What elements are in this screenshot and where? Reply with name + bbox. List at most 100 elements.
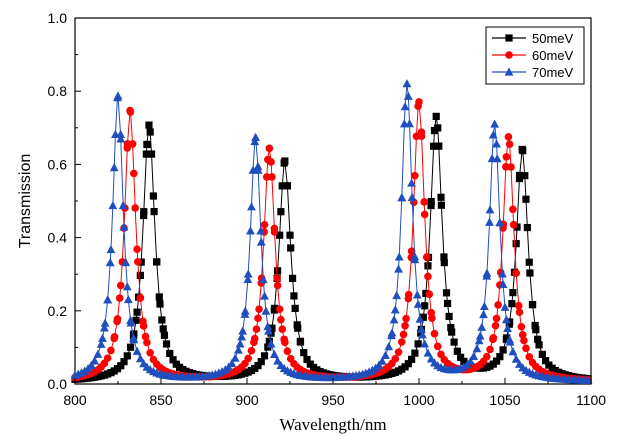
data-point bbox=[244, 354, 253, 363]
legend-item: 70meV bbox=[492, 65, 574, 80]
data-point bbox=[265, 144, 274, 153]
data-point bbox=[113, 315, 122, 323]
data-point bbox=[122, 282, 132, 291]
data-point bbox=[407, 192, 417, 201]
data-point bbox=[384, 342, 394, 351]
data-point bbox=[447, 323, 455, 332]
legend: 50meV 60meV 70meV bbox=[485, 26, 585, 85]
series-layer bbox=[70, 79, 593, 384]
data-point bbox=[520, 336, 528, 345]
data-point bbox=[286, 231, 294, 239]
data-point bbox=[303, 355, 311, 364]
y-axis-label: Transmission bbox=[17, 154, 34, 249]
data-point bbox=[247, 346, 256, 355]
data-point bbox=[145, 121, 153, 129]
data-point bbox=[502, 153, 511, 161]
data-point bbox=[290, 292, 298, 300]
data-point bbox=[421, 302, 429, 310]
data-point bbox=[130, 330, 138, 338]
data-point bbox=[136, 294, 145, 302]
data-point bbox=[509, 205, 517, 214]
data-point bbox=[514, 301, 523, 310]
series-70meV bbox=[70, 79, 593, 384]
data-point bbox=[159, 325, 167, 333]
x-tick-label: 800 bbox=[63, 392, 87, 408]
data-point bbox=[519, 147, 527, 155]
data-point bbox=[160, 331, 169, 339]
data-point bbox=[503, 323, 512, 332]
data-point bbox=[128, 140, 137, 148]
data-point bbox=[488, 130, 498, 139]
data-point bbox=[243, 274, 253, 284]
data-point bbox=[103, 295, 113, 304]
data-point bbox=[260, 352, 269, 360]
data-point bbox=[499, 346, 507, 354]
data-point bbox=[390, 305, 400, 314]
data-point bbox=[251, 132, 260, 141]
data-point bbox=[538, 350, 546, 358]
data-point bbox=[491, 321, 500, 330]
data-point bbox=[434, 124, 442, 132]
data-point bbox=[389, 315, 399, 324]
data-point bbox=[283, 182, 292, 190]
data-point bbox=[525, 258, 533, 266]
data-point bbox=[90, 356, 100, 365]
legend-items: 50meV 60meV 70meV bbox=[492, 31, 574, 80]
data-point bbox=[417, 132, 426, 140]
x-tick-label: 900 bbox=[235, 392, 259, 408]
data-point bbox=[110, 333, 119, 341]
data-point bbox=[522, 195, 530, 203]
legend-item: 50meV bbox=[492, 31, 574, 46]
data-point bbox=[492, 154, 502, 163]
data-point bbox=[394, 252, 404, 261]
data-point bbox=[489, 334, 498, 342]
data-point bbox=[275, 305, 284, 313]
data-point bbox=[268, 324, 276, 332]
data-point bbox=[394, 264, 403, 273]
data-point bbox=[531, 321, 539, 330]
data-point bbox=[156, 300, 164, 308]
data-point bbox=[414, 340, 422, 348]
data-point bbox=[116, 134, 126, 143]
data-point bbox=[583, 375, 593, 384]
data-point bbox=[240, 306, 250, 315]
data-point bbox=[147, 150, 156, 158]
data-point bbox=[377, 356, 387, 365]
data-point bbox=[479, 301, 489, 311]
data-point bbox=[437, 201, 445, 209]
data-point bbox=[260, 291, 269, 300]
data-point bbox=[235, 339, 245, 348]
data-point bbox=[404, 360, 412, 368]
data-point bbox=[126, 318, 136, 327]
data-point bbox=[397, 193, 407, 202]
data-point bbox=[485, 205, 495, 214]
y-tick-label: 0.6 bbox=[48, 156, 68, 172]
data-point bbox=[521, 172, 529, 180]
data-point bbox=[425, 290, 434, 298]
data-point bbox=[394, 348, 403, 356]
data-point bbox=[492, 314, 501, 323]
data-point bbox=[264, 326, 273, 335]
data-point bbox=[283, 347, 292, 356]
data-point bbox=[401, 321, 409, 330]
data-point bbox=[453, 347, 461, 355]
legend-label: 60meV bbox=[532, 48, 574, 63]
data-point bbox=[158, 316, 166, 324]
y-tick-label: 0.4 bbox=[48, 230, 68, 246]
data-point bbox=[136, 271, 144, 279]
data-point bbox=[300, 349, 308, 357]
data-point bbox=[427, 197, 435, 206]
data-point bbox=[132, 316, 140, 324]
data-point bbox=[287, 244, 295, 252]
data-point bbox=[507, 163, 515, 171]
data-point bbox=[123, 294, 133, 304]
data-point bbox=[278, 325, 287, 334]
data-point bbox=[126, 108, 135, 116]
data-point bbox=[267, 158, 275, 166]
data-point bbox=[129, 335, 139, 344]
data-point bbox=[500, 302, 510, 311]
data-point bbox=[250, 334, 259, 343]
data-point bbox=[405, 118, 414, 128]
data-point bbox=[407, 178, 417, 187]
